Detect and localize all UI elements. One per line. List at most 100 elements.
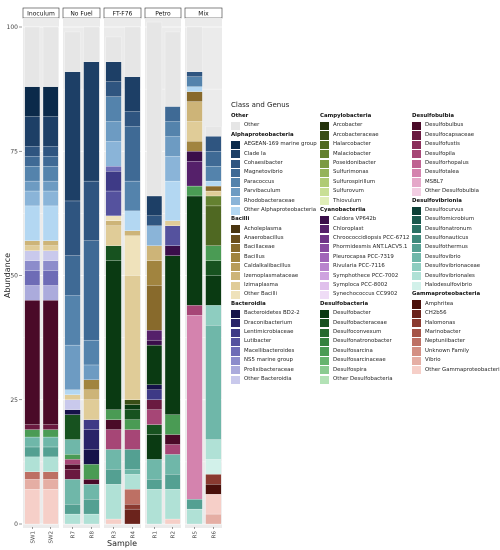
facet-label: Mix (198, 11, 209, 18)
legend-item: Paracoccus (231, 178, 323, 187)
bar-segment (24, 146, 41, 157)
legend-item: MSBL7 (412, 178, 500, 187)
bar-segment (124, 111, 141, 127)
bar-segment (205, 166, 222, 182)
legend-item: Acholeplasma (231, 225, 323, 234)
legend-item: Desulfonauticus (412, 234, 500, 243)
legend-item: Desulfobacter (320, 309, 412, 318)
bar-segment (105, 81, 122, 97)
y-axis-title: Abundance (3, 253, 12, 298)
legend-swatch (231, 262, 240, 272)
bar-segment (105, 190, 122, 216)
legend-label: Arcobacteraceae (333, 131, 379, 138)
legend-swatch (320, 281, 329, 290)
bar-segment (205, 136, 222, 152)
bar-segment (42, 489, 59, 525)
legend-label: Parvibaculum (244, 188, 281, 195)
legend-item: Caldora VP642b (320, 215, 412, 225)
legend-label: Symploca PCC-8002 (333, 282, 388, 289)
legend-class-heading: Gammaproteobacteria (412, 291, 481, 298)
bar-segment (205, 151, 222, 167)
legend-swatch (231, 178, 240, 187)
bar-segment (205, 260, 222, 276)
bar-segment (105, 220, 122, 226)
bar-segment (124, 210, 141, 231)
legend-label: Other Desulfobulbia (425, 188, 479, 195)
bar-segment (205, 484, 222, 495)
bar-segment (42, 429, 59, 438)
bar-segment (42, 456, 59, 472)
legend-item: Symphothece PCC-7002 (320, 272, 412, 281)
legend-swatch (231, 375, 240, 384)
bar-segment (24, 471, 41, 480)
bar-segment (42, 166, 59, 182)
bar-segment (42, 86, 59, 117)
legend-label: Bacillus (244, 253, 265, 260)
bar-segment (42, 180, 59, 192)
legend-swatch (320, 121, 329, 131)
bar-segment (205, 325, 222, 440)
legend-item: Desulfopila (412, 150, 500, 159)
bar-segment (124, 469, 141, 475)
legend-label: Sulfurospirillum (333, 178, 376, 185)
legend-item: Bacteroidetes BD2-2 (231, 309, 323, 318)
legend-item: Halodesulfovibrio (412, 281, 500, 290)
bar-segment (24, 166, 41, 182)
legend-item: Desulfofustis (412, 140, 500, 149)
bar-segment (164, 255, 181, 415)
legend-item: Desulfosarcinaceae (320, 356, 412, 365)
legend-label: Neptuniibacter (425, 338, 466, 345)
legend-label: Desulfothermus (425, 244, 468, 251)
legend-label: Poseidonibacter (333, 159, 376, 166)
bar-segment (164, 245, 181, 256)
legend-label: Draconibacterium (244, 319, 293, 326)
legend-label: Desulfocapsaceae (425, 131, 475, 138)
legend-item: Halomonas (412, 319, 500, 328)
bar-segment (24, 436, 41, 448)
bar-segment (42, 250, 59, 261)
bar-segment (124, 449, 141, 470)
legend-item: Prolixibacteraceae (231, 366, 323, 375)
legend-item: Pleurocapsa PCC-7319 (320, 253, 412, 262)
bar-segment (24, 116, 41, 147)
legend-label: Rhodobacteraceae (244, 197, 295, 204)
legend-label: Synechococcus CC9902 (333, 291, 398, 298)
bar-segment (24, 489, 41, 525)
bar-segment (42, 471, 59, 480)
legend-item: Anaerobacillus (231, 234, 323, 243)
legend-swatch (320, 309, 329, 318)
legend-swatch (231, 291, 240, 300)
legend-swatch (231, 225, 240, 234)
bar-segment (105, 215, 122, 221)
legend-label: Desulfobulbus (425, 122, 464, 129)
legend-item: Desulfotalea (412, 168, 500, 178)
bar-segment (146, 339, 163, 346)
legend-label: Lentimicrobiaceae (244, 328, 294, 335)
legend-item: Malaciobacter (320, 150, 412, 159)
legend-swatch (320, 291, 329, 300)
legend-label: Desulfovibrio (425, 253, 461, 260)
bar-segment (24, 180, 41, 192)
legend-label: Other (244, 122, 260, 129)
x-tick-label: R7 (71, 531, 77, 539)
bar-segment (205, 439, 222, 460)
legend-swatch (412, 281, 421, 290)
bar-segment (186, 195, 203, 306)
bar-segment (164, 454, 181, 475)
bar-segment (105, 518, 122, 525)
bar-segment (186, 161, 203, 187)
bar-segment (83, 389, 100, 400)
y-tick-label: 100 (7, 24, 19, 31)
legend-swatch (320, 187, 329, 196)
legend-item: Unknown Family (412, 347, 500, 356)
legend-label: Other Alphaproteobacteria (244, 206, 317, 213)
bar-segment (205, 459, 222, 475)
bar-segment (64, 399, 81, 410)
bar-segment (24, 456, 41, 472)
bar-segment (42, 436, 59, 448)
bar-segment (64, 513, 81, 525)
x-tick-label: R1 (152, 531, 158, 538)
legend-item: Lentimicrobiaceae (231, 328, 323, 337)
legend-swatch (320, 197, 329, 206)
legend-label: Desulfospira (333, 366, 367, 373)
